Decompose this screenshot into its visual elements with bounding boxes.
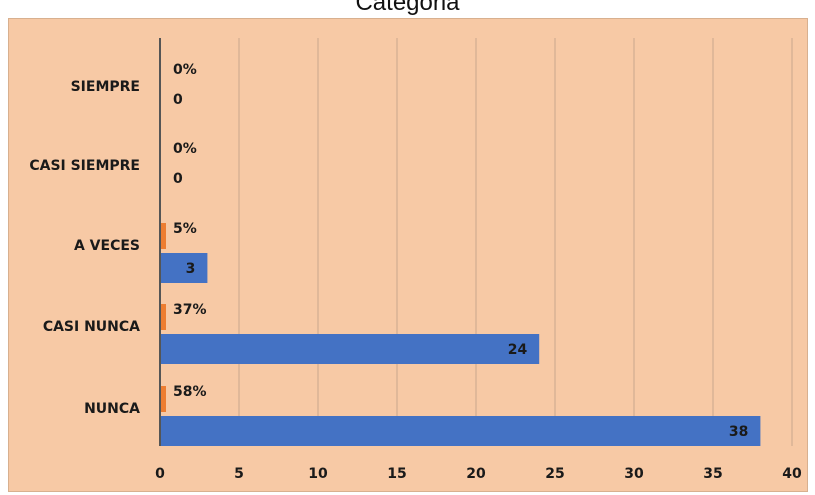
- x-tick-label: 40: [782, 466, 802, 482]
- count-bar: [160, 416, 761, 446]
- x-tick-label: 15: [387, 466, 406, 482]
- x-tick-label: 25: [545, 466, 564, 482]
- bars: [160, 223, 761, 446]
- category-label: CASI SIEMPRE: [29, 158, 140, 174]
- x-tick-label: 30: [624, 466, 644, 482]
- category-label: SIEMPRE: [71, 79, 140, 95]
- category-label: NUNCA: [84, 401, 140, 417]
- category-label: A VECES: [74, 238, 140, 254]
- plot-area: [8, 18, 808, 492]
- percent-bar: [160, 304, 166, 330]
- chart-title: Categoria: [355, 0, 460, 16]
- x-tick-label: 35: [703, 466, 722, 482]
- percent-label: 37%: [173, 302, 207, 318]
- percent-label: 5%: [173, 221, 197, 237]
- x-tick-label: 10: [308, 466, 328, 482]
- x-tick-label: 5: [234, 466, 244, 482]
- count-label: 24: [508, 342, 528, 358]
- count-label: 3: [186, 261, 196, 277]
- percent-bar: [160, 386, 166, 412]
- count-label: 0: [173, 92, 183, 108]
- count-label: 38: [729, 424, 748, 440]
- count-bar: [160, 334, 540, 364]
- percent-bar: [160, 223, 166, 249]
- category-label: CASI NUNCA: [43, 319, 140, 335]
- x-tick-label: 0: [155, 466, 165, 482]
- percent-label: 0%: [173, 62, 197, 78]
- percent-label: 0%: [173, 141, 197, 157]
- percent-label: 58%: [173, 384, 207, 400]
- x-tick-label: 20: [466, 466, 486, 482]
- count-label: 0: [173, 171, 183, 187]
- count-bar: [160, 253, 208, 283]
- gridlines: [238, 38, 793, 446]
